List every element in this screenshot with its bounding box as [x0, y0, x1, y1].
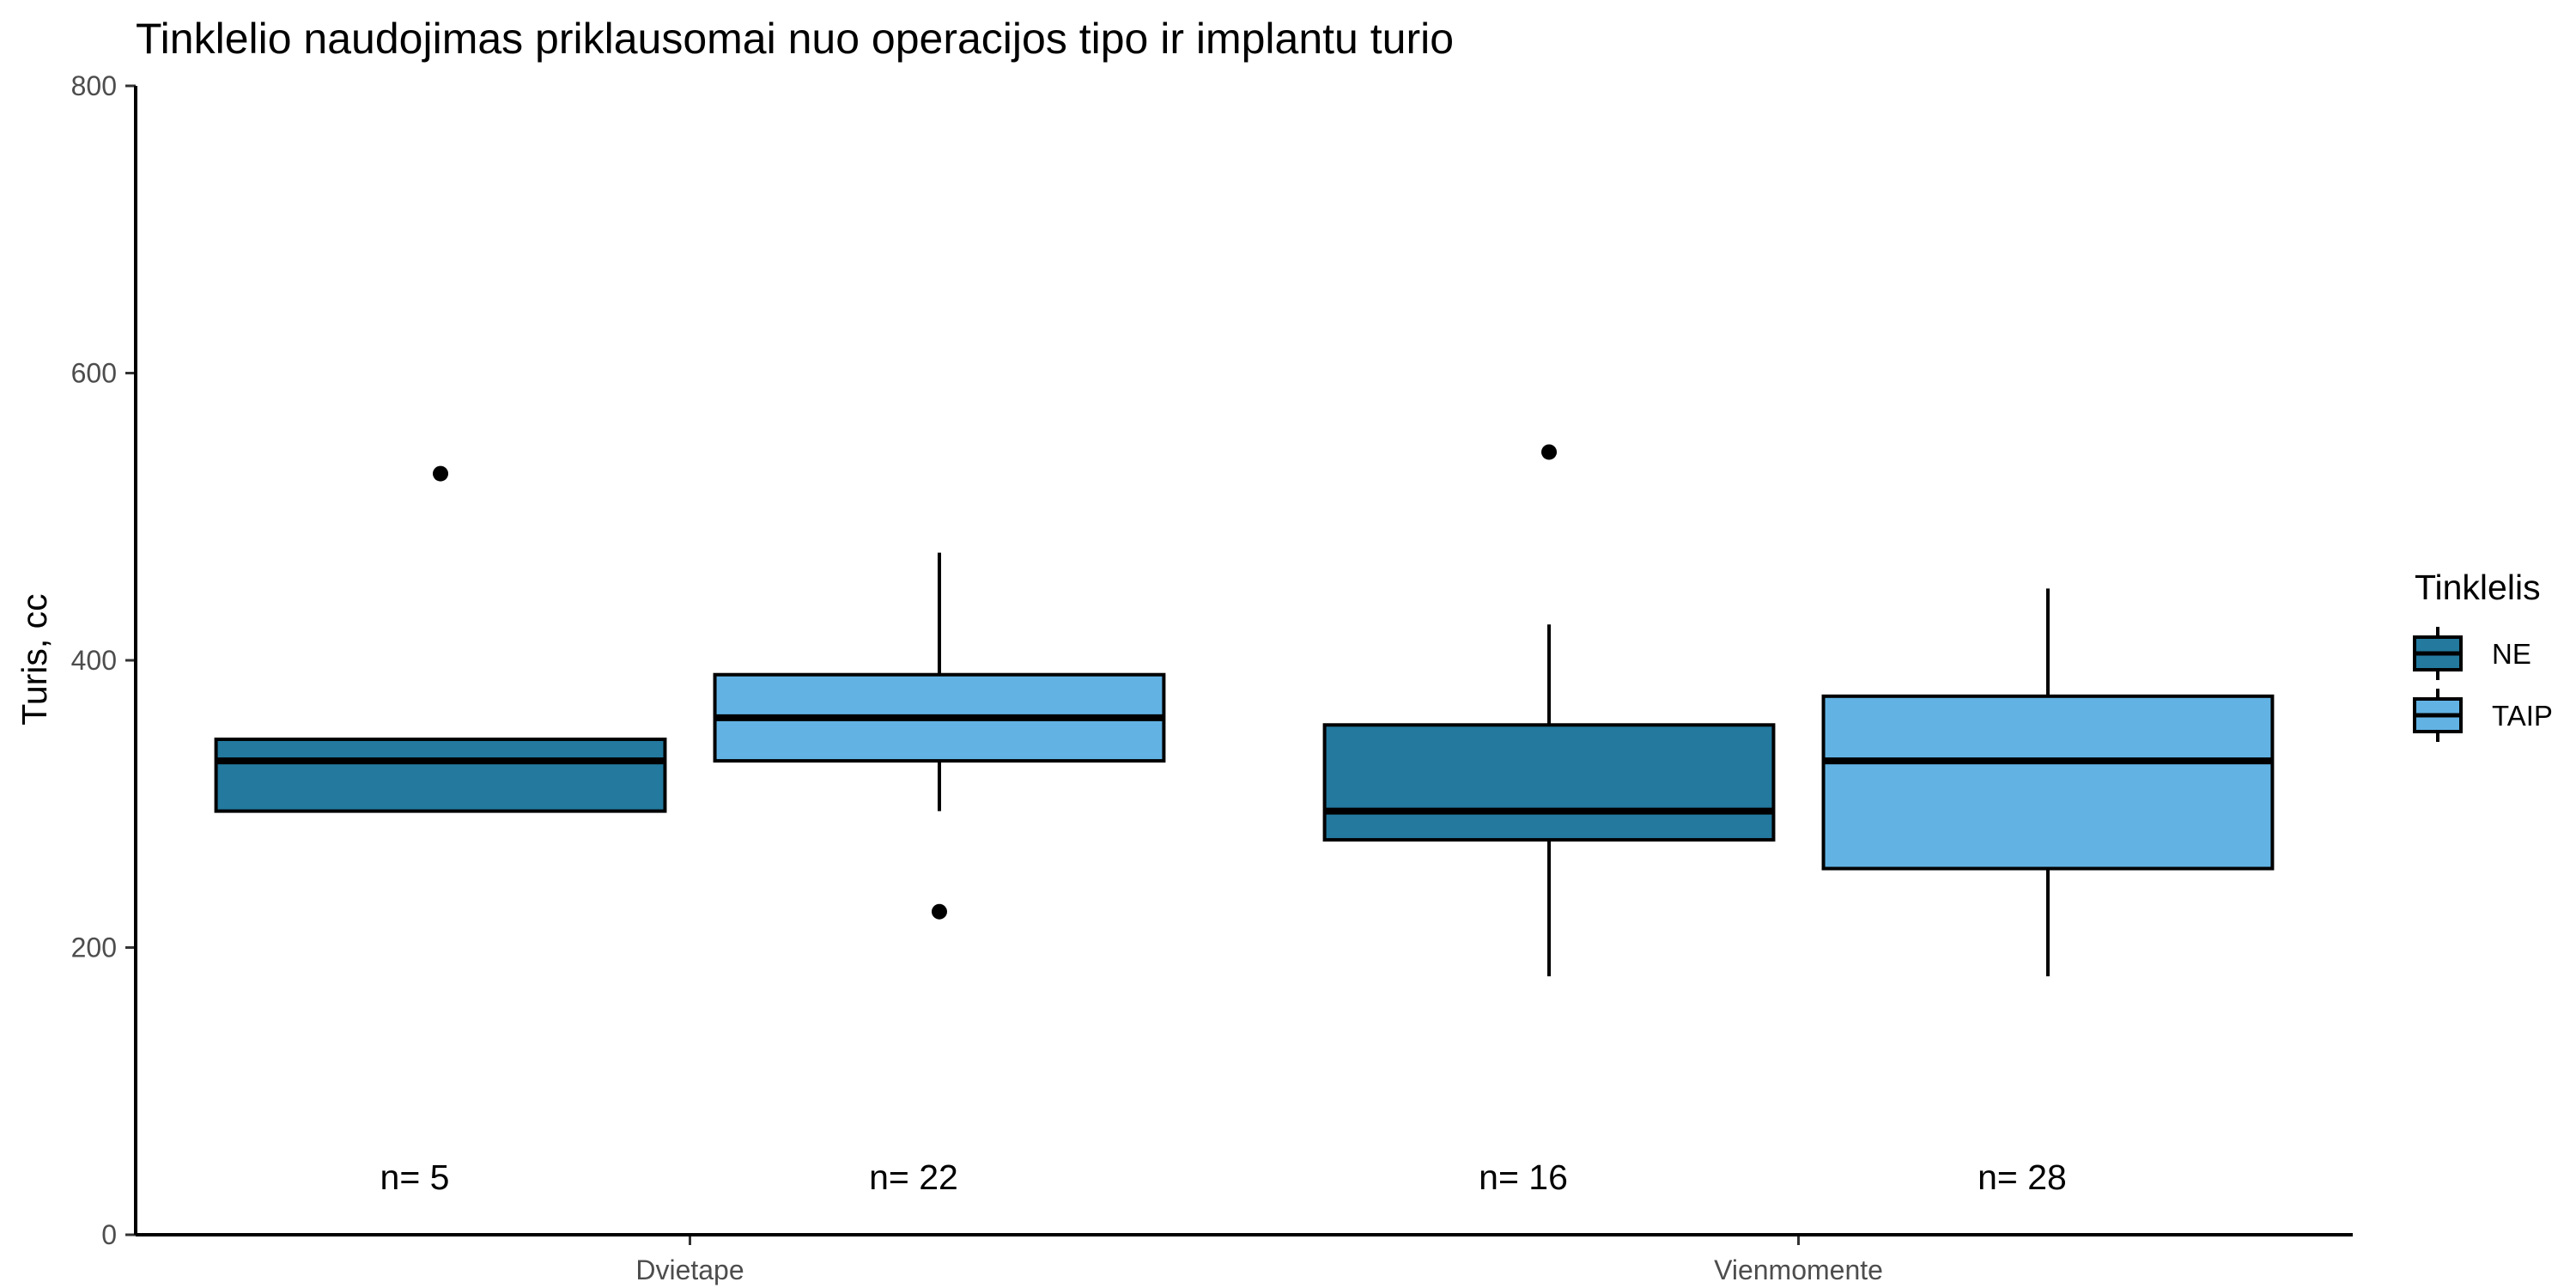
- y-tick-label: 0: [101, 1219, 117, 1250]
- chart-title: Tinklelio naudojimas priklausomai nuo op…: [136, 15, 1454, 63]
- legend-label: TAIP: [2492, 700, 2553, 732]
- outlier-point: [433, 465, 449, 482]
- y-tick-label: 400: [71, 645, 117, 676]
- legend-title: Tinklelis: [2415, 568, 2541, 607]
- outlier-point: [931, 903, 947, 920]
- box-rect: [1322, 723, 1776, 842]
- box-rect: [1821, 694, 2275, 871]
- n-label: n= 5: [380, 1157, 450, 1197]
- legend-key-ne: [2413, 627, 2463, 680]
- y-axis-title: Turis, cc: [15, 593, 54, 725]
- box-ne-dvietape: [214, 465, 667, 813]
- y-tick-label: 200: [71, 933, 117, 963]
- x-axis-ticks: Dvietape Vienmomente: [635, 1235, 1883, 1285]
- box-rect: [214, 737, 667, 813]
- box-ne-vienmomente: [1322, 444, 1776, 976]
- legend-key-taip: [2413, 689, 2463, 742]
- x-tick-label: Vienmomente: [1714, 1255, 1883, 1285]
- legend: Tinklelis NE TAIP: [2413, 568, 2553, 742]
- box-taip-dvietape: [713, 552, 1166, 920]
- x-tick-label: Dvietape: [635, 1255, 744, 1285]
- y-tick-label: 600: [71, 358, 117, 389]
- outlier-point: [1541, 444, 1558, 460]
- y-axis-ticks: 0 200 400 600 800: [71, 70, 136, 1250]
- legend-label: NE: [2492, 638, 2531, 670]
- y-tick-label: 800: [71, 70, 117, 101]
- n-label: n= 22: [869, 1157, 958, 1197]
- n-label-group: n= 5 n= 16 n= 22 n= 28: [380, 1157, 2067, 1197]
- box-group: [214, 444, 2275, 976]
- n-label: n= 16: [1479, 1157, 1568, 1197]
- n-label: n= 28: [1978, 1157, 2067, 1197]
- box-taip-vienmomente: [1821, 588, 2275, 976]
